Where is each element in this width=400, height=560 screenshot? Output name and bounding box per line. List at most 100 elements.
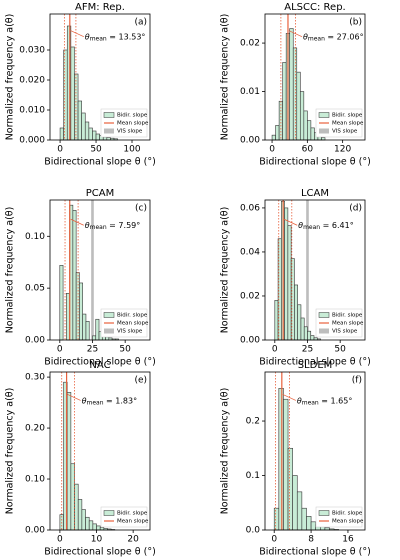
histogram-bar	[88, 520, 94, 531]
legend-label: Mean slope	[117, 519, 149, 525]
y-tick-label: 0.0	[246, 526, 261, 536]
y-tick-label: 0.00	[25, 336, 45, 346]
histogram-bar	[303, 110, 308, 141]
legend-swatch	[104, 128, 114, 134]
x-tick-label: 16	[342, 535, 354, 545]
histogram-bar	[307, 120, 312, 141]
histogram-bar	[296, 491, 303, 531]
histogram-bar	[310, 521, 316, 531]
panel-title: SLDEM	[298, 360, 333, 371]
vis-slope	[306, 200, 309, 340]
y-tick-label: 0.01	[240, 87, 260, 97]
histogram-bar	[92, 523, 97, 531]
histogram-bar	[74, 483, 79, 531]
y-tick-label: 0.00	[25, 526, 45, 536]
y-tick-label: 0.010	[19, 106, 45, 116]
histogram-bar	[310, 335, 315, 341]
legend-swatch	[104, 328, 114, 334]
annotation-arrow	[288, 30, 303, 38]
axes-frame	[264, 13, 366, 141]
y-tick-label: 0.30	[25, 373, 45, 383]
legend-label: Mean slope	[332, 121, 364, 127]
y-tick-label: 0.020	[19, 76, 45, 86]
panel-title: AFM: Rep.	[75, 2, 125, 13]
x-tick-label: 0	[57, 145, 63, 155]
y-tick-label: 0.05	[25, 284, 45, 294]
histogram-bar	[92, 130, 97, 141]
mean-label: = 13.53°	[107, 32, 146, 41]
histogram-bar	[310, 127, 315, 141]
histogram-bar	[283, 398, 289, 531]
y-tick-label: 0.000	[19, 136, 45, 146]
mean-symbol: θ	[297, 396, 302, 405]
histogram-bar	[292, 47, 298, 141]
mean-label: = 1.65°	[319, 396, 353, 405]
histogram-bar	[277, 238, 282, 341]
x-tick-label: 0	[57, 345, 63, 355]
y-tick-label: 0.04	[240, 247, 260, 257]
mean-annotation: θmean = 27.06°	[303, 32, 364, 42]
x-axis-label: Bidirectional slope θ (°)	[259, 357, 371, 368]
x-tick-label: 120	[334, 145, 351, 155]
histogram-bar	[299, 91, 305, 141]
histogram-bar	[282, 62, 287, 141]
annotation-arrow	[282, 394, 296, 401]
y-tick-label: 0.10	[25, 475, 45, 485]
mean-symbol: θ	[85, 32, 90, 41]
histogram-bar	[85, 321, 90, 341]
mean-symbol: θ	[82, 396, 87, 405]
legend-swatch	[103, 510, 115, 516]
legend-swatch	[319, 328, 329, 334]
histogram-bar	[273, 507, 280, 531]
mean-symbol: θ	[85, 221, 90, 230]
y-axis-label: Normalized frequency a(θ)	[5, 207, 16, 334]
histogram-bar	[297, 304, 302, 341]
x-axis-label: Bidirectional slope θ (°)	[44, 157, 156, 168]
histogram-bar	[88, 127, 93, 141]
axes-frame	[49, 371, 151, 531]
panel-title: LCAM	[301, 188, 329, 199]
mean-annotation: θmean = 13.53°	[85, 32, 146, 42]
histogram-bar	[85, 516, 90, 531]
histogram-bar	[296, 71, 301, 141]
mean-subscript: mean	[302, 399, 319, 406]
histogram-bar	[70, 463, 75, 531]
histogram-bar	[278, 388, 284, 531]
histogram-bar	[287, 225, 292, 341]
mean-symbol: θ	[303, 32, 308, 41]
legend-label: VIS slope	[117, 329, 143, 335]
legend-label: Bidir. slope	[332, 313, 363, 319]
mean-subscript: mean	[308, 35, 325, 42]
panel-label: (f)	[352, 376, 362, 386]
legend-swatch	[318, 510, 330, 516]
annotation-arrow	[70, 218, 84, 226]
x-tick-label: 0	[272, 345, 278, 355]
histogram-bar	[271, 134, 276, 141]
panel-title: ALSCC: Rep.	[284, 2, 345, 13]
x-tick-label: 20	[127, 535, 139, 545]
mean-symbol: θ	[298, 221, 303, 230]
axes-frame	[49, 199, 151, 341]
legend-label: Mean slope	[117, 321, 149, 327]
x-tick-label: 50	[119, 345, 131, 355]
panel-label: (c)	[135, 204, 147, 214]
histogram-bar	[284, 207, 289, 341]
mean-subscript: mean	[90, 224, 107, 231]
histogram-bar	[301, 507, 307, 531]
x-axis-label: Bidirectional slope θ (°)	[259, 547, 371, 558]
mean-label: = 6.41°	[320, 221, 354, 230]
histogram-bar	[66, 392, 72, 531]
legend-label: VIS slope	[332, 329, 358, 335]
histogram-bar	[95, 133, 100, 141]
legend-swatch	[103, 112, 115, 118]
y-tick-label: 0.030	[19, 46, 45, 56]
histogram-bar	[81, 112, 86, 141]
mean-subscript: mean	[90, 35, 107, 42]
legend-swatch	[103, 312, 115, 318]
x-axis-label: Bidirectional slope θ (°)	[259, 157, 371, 168]
histogram-bar	[274, 300, 279, 341]
axes-frame	[264, 371, 366, 531]
histogram-bar	[82, 313, 87, 341]
histogram-bar	[96, 525, 101, 531]
